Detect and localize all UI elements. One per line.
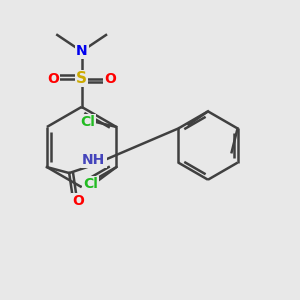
Text: O: O	[104, 72, 116, 86]
Text: N: N	[76, 44, 88, 58]
Text: Cl: Cl	[83, 177, 98, 191]
Text: NH: NH	[82, 153, 106, 167]
Text: O: O	[47, 72, 59, 86]
Text: S: S	[76, 71, 87, 86]
Text: Cl: Cl	[80, 115, 95, 129]
Text: O: O	[72, 194, 84, 208]
